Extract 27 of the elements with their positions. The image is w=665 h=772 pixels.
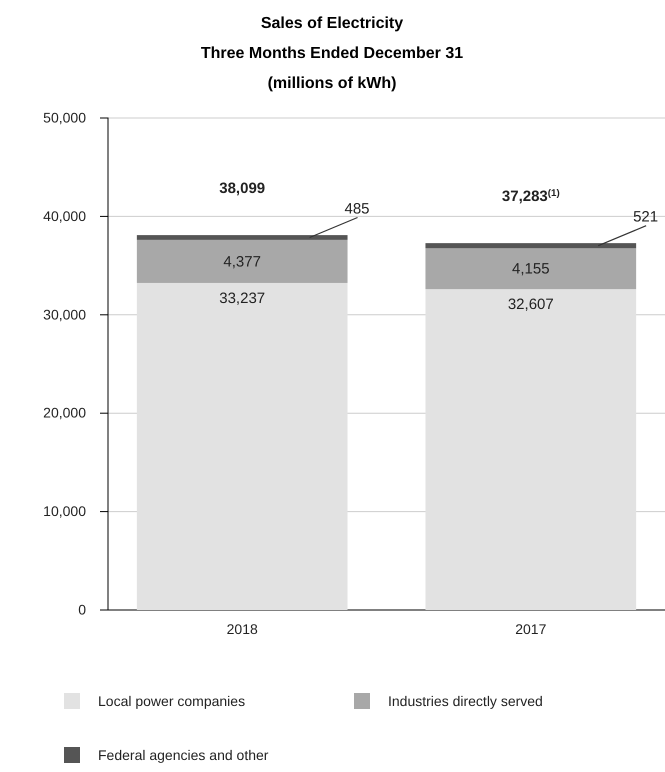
x-tick-label: 2017 xyxy=(515,620,547,637)
y-tick-label: 0 xyxy=(78,601,86,618)
y-tick-label: 10,000 xyxy=(43,503,86,520)
bar xyxy=(425,289,636,610)
chart-title: Sales of Electricity xyxy=(260,15,404,32)
y-tick-label: 30,000 xyxy=(43,306,86,322)
bar xyxy=(136,282,348,610)
bar xyxy=(136,235,348,240)
data-label: 4,155 xyxy=(512,260,550,278)
data-label: 4,377 xyxy=(223,253,261,270)
data-label: 32,607 xyxy=(508,296,554,314)
data-label: 33,237 xyxy=(219,290,266,307)
bar xyxy=(425,243,636,248)
chart-subtitle: Three Months Ended December 31 (millions of kWh) xyxy=(200,45,464,92)
legend-label: Local power companies xyxy=(98,693,246,709)
total-label: 37,283$^{(1)}$ xyxy=(502,188,560,206)
bar xyxy=(136,240,348,283)
legend-label: Federal agencies and other xyxy=(98,747,269,763)
y-tick-label: 40,000 xyxy=(43,208,86,224)
total-label: 38,099 xyxy=(219,180,266,198)
bar xyxy=(425,248,636,290)
data-label: 521 xyxy=(633,208,658,226)
legend-label: Industries directly served xyxy=(388,693,543,709)
x-tick-label: 2018 xyxy=(226,620,258,637)
y-tick-label: 20,000 xyxy=(43,404,86,421)
data-label: 485 xyxy=(344,200,370,218)
y-tick-label: 50,000 xyxy=(43,109,86,126)
